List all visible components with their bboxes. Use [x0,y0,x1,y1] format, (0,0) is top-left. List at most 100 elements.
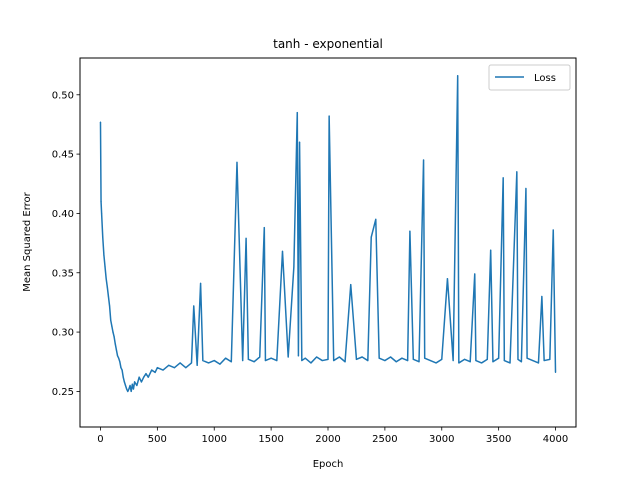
data-point [375,218,377,220]
data-point [435,362,437,364]
data-point [110,319,112,321]
data-point [263,227,265,229]
x-tick-label: 3500 [486,434,511,445]
data-point [112,331,114,333]
data-point [143,376,145,378]
data-point [304,357,306,359]
y-tick-label: 0.35 [52,268,74,279]
data-point [517,358,519,360]
data-point [140,381,143,383]
legend-box [488,64,571,91]
data-point [116,355,119,357]
y-tick-label: 0.50 [52,90,74,101]
data-point [276,359,278,362]
data-point [328,115,330,117]
data-point [516,171,518,173]
series-line-loss [99,75,557,393]
data-point [552,229,554,231]
data-point [107,295,110,298]
data-point [219,363,221,365]
data-point [367,359,369,362]
data-point [441,358,443,360]
data-point [526,357,528,359]
legend: Loss [488,64,571,91]
data-point [458,362,460,364]
data-point [138,376,140,378]
data-point [151,369,153,371]
data-point [147,376,149,378]
x-tick-label: 0 [97,434,103,445]
data-point [281,250,284,252]
data-point [316,356,318,358]
data-point [287,356,289,358]
data-point [543,359,545,362]
y-axis: 0.25 0.30 0.35 0.40 0.45 0.50 [52,90,80,398]
data-point [134,381,136,383]
data-point [185,367,187,369]
data-point [520,361,522,363]
data-point [136,384,138,387]
data-point [395,361,397,363]
legend-label-loss: Loss [534,73,556,84]
data-point [502,177,504,179]
data-point [104,266,106,268]
data-point [270,357,272,359]
y-tick-label: 0.40 [52,209,74,220]
chart-title: tanh - exponential [273,37,383,51]
data-point [124,384,127,387]
data-point [401,357,403,359]
data-point [310,362,312,364]
data-point [247,358,249,360]
x-tick-label: 1500 [258,434,283,445]
data-point [463,358,466,360]
data-point [422,159,425,161]
data-point [236,161,238,164]
data-point [120,367,122,369]
data-point [480,362,483,364]
data-point [409,230,411,232]
data-point [154,371,156,374]
data-point [549,358,551,360]
data-point [503,359,505,362]
data-point [429,359,431,362]
x-tick-label: 2000 [315,434,340,445]
data-point [297,355,300,357]
data-point [259,356,261,358]
data-point [492,361,494,363]
data-point [101,212,103,215]
data-point [378,357,380,359]
data-point [389,356,392,358]
data-point [179,362,181,364]
data-point [131,383,133,385]
x-axis: 0 500 1000 1500 2000 2500 3000 3500 4000 [97,427,568,445]
data-point [321,359,323,362]
data-point [102,236,104,238]
data-point [196,364,198,366]
data-point [412,358,414,360]
x-tick-label: 3000 [429,434,454,445]
data-point [108,305,111,307]
data-point [190,362,193,364]
data-point [121,369,123,371]
data-point [301,359,303,362]
data-point [532,359,534,362]
data-point [424,357,426,359]
data-point [475,359,477,362]
data-point [199,282,202,285]
data-point [119,361,121,363]
x-tick-label: 500 [148,434,167,445]
data-point [554,371,557,374]
data-point [114,343,116,345]
data-point [350,284,352,286]
data-point [498,357,500,359]
data-point [145,373,147,375]
data-point [106,286,108,288]
data-point [99,121,102,123]
data-point [333,359,335,362]
data-point [296,111,298,114]
data-point [213,359,215,362]
data-point [118,357,120,359]
data-point [452,359,454,362]
data-point [126,388,128,390]
